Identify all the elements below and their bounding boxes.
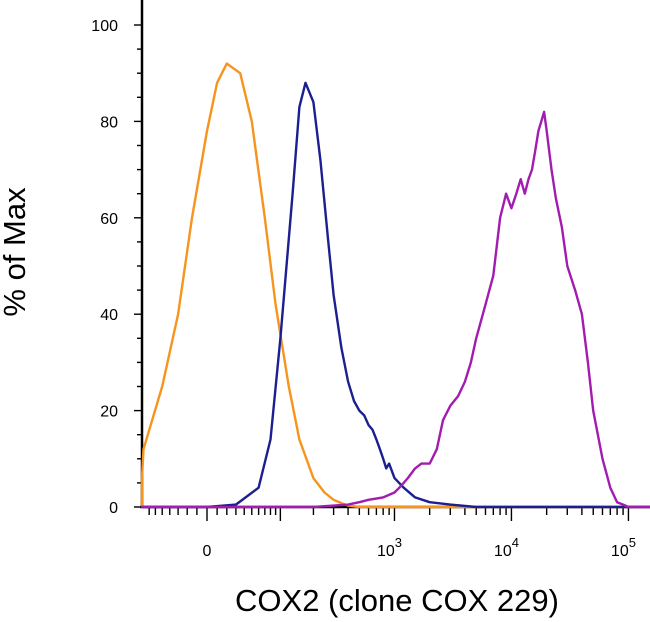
- x-axis-title: COX2 (clone COX 229): [235, 583, 559, 618]
- axes: [140, 0, 650, 509]
- x-tick-label: 103: [377, 535, 402, 560]
- x-axis-ticks: 0 103 104 105: [148, 507, 636, 560]
- y-tick-label: 20: [100, 404, 118, 421]
- y-tick-label: 80: [100, 114, 118, 131]
- series-line-1: [140, 62, 650, 509]
- y-tick-label: 0: [109, 500, 118, 517]
- x-tick-label: 105: [611, 535, 636, 560]
- series-layer: [140, 62, 650, 509]
- y-tick-label: 40: [100, 307, 118, 324]
- series-line-3: [140, 110, 650, 509]
- y-axis-ticks: 0 20 40 60 80 100: [91, 18, 142, 517]
- y-tick-label: 100: [91, 18, 118, 35]
- x-tick-label: 0: [203, 543, 212, 560]
- series-line-2: [140, 81, 650, 509]
- y-tick-label: 60: [100, 211, 118, 228]
- x-tick-label: 104: [494, 535, 519, 560]
- y-axis-title: % of Max: [0, 187, 32, 317]
